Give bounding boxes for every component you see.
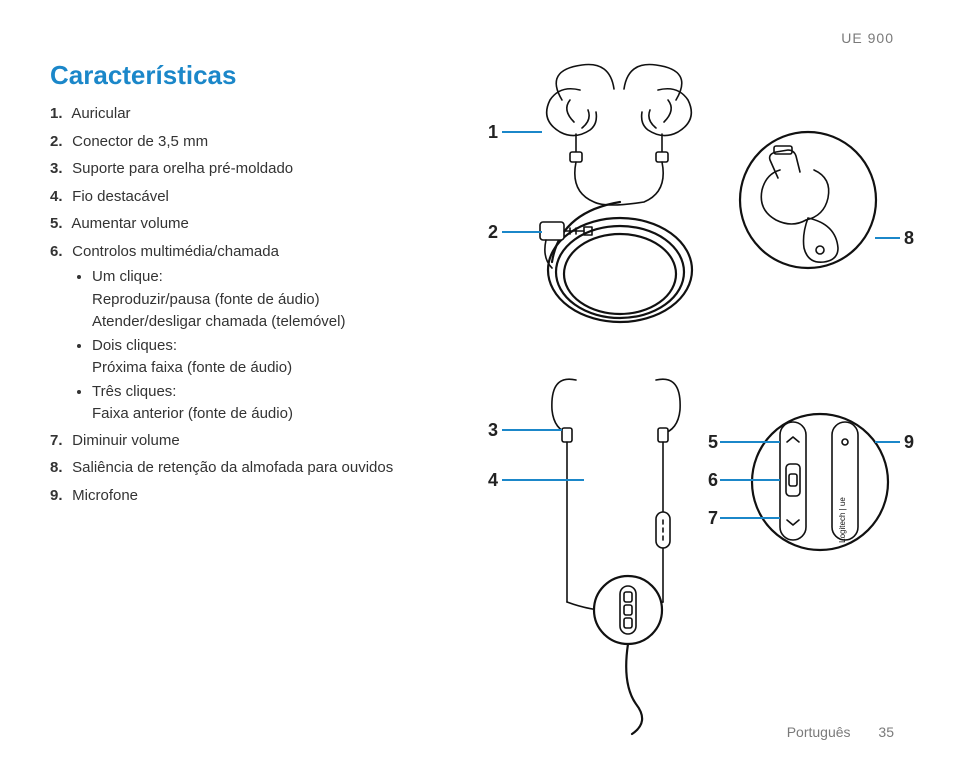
earbud-left [547, 65, 614, 163]
detail-remote: Logitech | ue [752, 414, 888, 550]
feature-number: 6. [50, 239, 68, 265]
callout-number: 6 [708, 470, 718, 490]
feature-subitem: Um clique:Reproduzir/pausa (fonte de áud… [92, 266, 470, 334]
diagram-svg: Logitech | ue 1 2 3 4 5 6 7 8 9 [480, 50, 920, 740]
callout-number: 7 [708, 508, 718, 528]
cable-coil [548, 202, 692, 322]
model-label: UE 900 [841, 30, 894, 46]
feature-item: 1. Auricular [50, 101, 470, 127]
feature-subitem: Dois cliques:Próxima faixa (fonte de áud… [92, 335, 470, 380]
feature-item: 5. Aumentar volume [50, 211, 470, 237]
callout-number: 4 [488, 470, 498, 490]
feature-number: 5. [50, 211, 68, 237]
callout-number: 8 [904, 228, 914, 248]
features-list: 1. Auricular2. Conector de 3,5 mm3. Supo… [50, 101, 470, 508]
feature-text: Saliência de retenção da almofada para o… [68, 459, 393, 476]
callout-number: 2 [488, 222, 498, 242]
feature-text: Fio destacável [68, 188, 169, 205]
feature-number: 7. [50, 428, 68, 454]
product-diagram: Logitech | ue 1 2 3 4 5 6 7 8 9 [480, 50, 920, 740]
feature-item: 2. Conector de 3,5 mm [50, 129, 470, 155]
page-footer: Português 35 [787, 724, 894, 740]
feature-item: 4. Fio destacável [50, 184, 470, 210]
feature-item: 3. Suporte para orelha pré-moldado [50, 156, 470, 182]
feature-text: Auricular [68, 105, 131, 122]
feature-text: Aumentar volume [68, 215, 189, 232]
feature-item: 6. Controlos multimédia/chamada Um clique… [50, 239, 470, 426]
feature-subitem: Três cliques:Faixa anterior (fonte de áu… [92, 381, 470, 426]
feature-number: 9. [50, 483, 68, 509]
feature-number: 4. [50, 184, 68, 210]
feature-number: 8. [50, 455, 68, 481]
feature-number: 3. [50, 156, 68, 182]
feature-text: Microfone [68, 487, 138, 504]
callout-number: 9 [904, 432, 914, 452]
feature-item: 9. Microfone [50, 483, 470, 509]
detail-earbud [740, 132, 876, 268]
svg-text:Logitech | ue: Logitech | ue [838, 497, 847, 543]
feature-text: Conector de 3,5 mm [68, 133, 208, 150]
feature-text: Suporte para orelha pré-moldado [68, 160, 293, 177]
manual-page: UE 900 Características 1. Auricular2. Co… [0, 0, 954, 764]
feature-item: 8. Saliência de retenção da almofada par… [50, 455, 470, 481]
callout-number: 5 [708, 432, 718, 452]
lower-assembly [552, 379, 680, 734]
callout-number: 1 [488, 122, 498, 142]
footer-language: Português [787, 724, 851, 740]
feature-sublist: Um clique:Reproduzir/pausa (fonte de áud… [92, 266, 470, 426]
feature-item: 7. Diminuir volume [50, 428, 470, 454]
feature-text: Controlos multimédia/chamada [68, 243, 279, 260]
feature-number: 2. [50, 129, 68, 155]
feature-number: 1. [50, 101, 68, 127]
earbud-right [624, 65, 691, 163]
footer-page-number: 35 [878, 724, 894, 740]
callout-number: 3 [488, 420, 498, 440]
feature-text: Diminuir volume [68, 432, 180, 449]
